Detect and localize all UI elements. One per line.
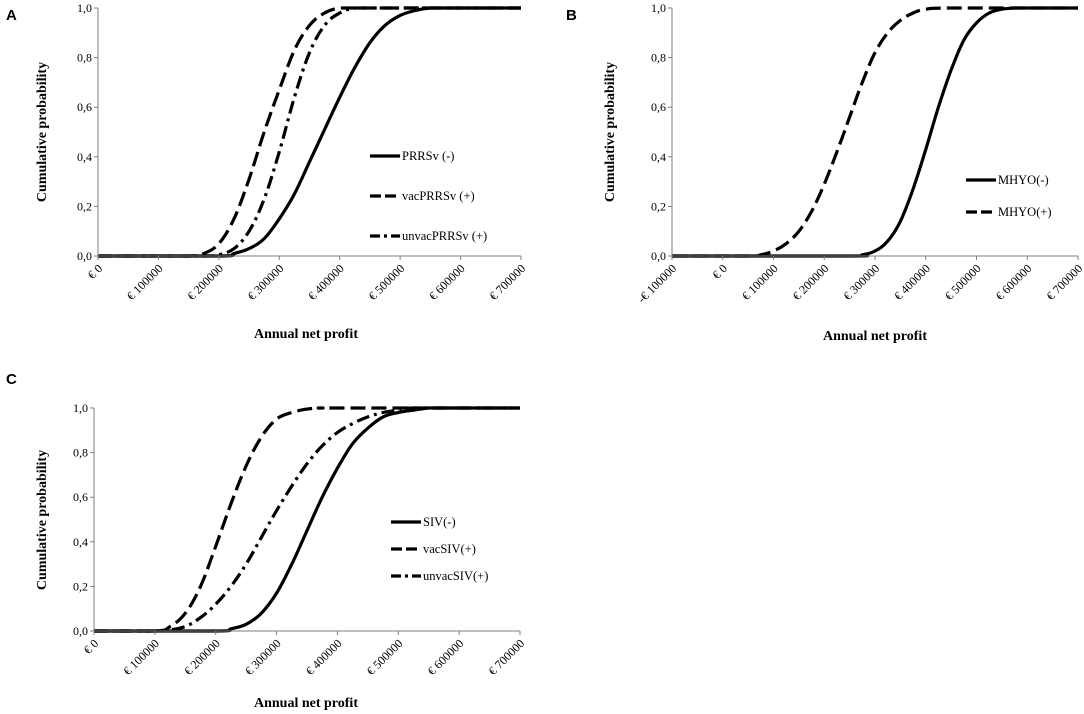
y-tick-label: 0,4 [77,150,92,164]
chart-panel-a: 0,0 0,2 0,4 0,6 0,8 1,0 € 0 € 100000 € 200000 € 3… [35,1,528,342]
x-tick-label: € 0 [81,636,102,657]
y-tick-label: 0,8 [77,51,92,65]
y-tick-label: 0,4 [73,535,88,549]
y-tick-label: 0,0 [651,249,666,263]
chart-panel-c: 0,0 0,2 0,4 0,6 0,8 1,0 € 0 € 100000 € 200000 € 3… [35,401,527,711]
legend-label-2: MHYO(+) [998,205,1052,219]
x-tick-label: € 300000 [245,261,287,303]
x-tick-label: € 400000 [891,261,933,303]
y-tick-label: 0,6 [651,100,666,114]
x-tick-label: -€ 100000 [635,261,680,306]
x-tick-label: € 700000 [485,636,527,678]
axes-layer: 0,00,20,40,60,81,0-€ 100000 € 0 € 100000 € … [635,1,1084,306]
series-line-2 [97,6,521,258]
y-tick-label: 0,2 [651,199,666,213]
x-tick-label: € 700000 [486,261,528,303]
legend-label-2: vacSIV(+) [423,542,476,556]
x-tick-label: € 400000 [305,261,347,303]
y-tick-label: 0,8 [73,446,88,460]
y-tick-label: 0,6 [73,490,88,504]
y-axis-title: Cumulative probability [35,450,50,590]
legend: PRRSv (-) vacPRRSv (+) unvacPRRSv (+) [370,149,487,243]
y-axis-title: Cumulative probability [35,62,50,202]
x-tick-label: € 600000 [426,261,468,303]
x-tick-label: € 500000 [366,261,408,303]
series-line-1 [97,6,521,258]
legend-label-3: unvacSIV(+) [423,569,488,583]
x-tick-label: € 0 [85,261,106,282]
x-axis-title: Annual net profit [254,696,358,711]
y-tick-label: 1,0 [651,1,666,15]
axes-layer: 0,0 0,2 0,4 0,6 0,8 1,0 € 0 € 100000 € 200000 € 3… [73,401,527,678]
legend: MHYO(-) MHYO(+) [966,173,1052,219]
legend-label-3: unvacPRRSv (+) [402,229,487,243]
panel-letter-a: A [6,7,17,24]
y-tick-label: 0,4 [651,150,666,164]
series-line-2 [93,406,520,633]
series-layer [671,6,1078,258]
x-tick-label: € 600000 [425,636,467,678]
x-axis-title: Annual net profit [823,329,927,344]
x-tick-label: € 500000 [942,261,984,303]
y-tick-label: 1,0 [73,401,88,415]
chart-panel-b: 0,00,20,40,60,81,0-€ 100000 € 0 € 100000 € … [603,1,1084,344]
x-tick-label: € 0 [709,261,730,282]
y-tick-label: 0,0 [73,624,88,638]
x-tick-label: € 100000 [124,261,166,303]
x-tick-label: € 400000 [303,636,345,678]
legend-label-1: MHYO(-) [998,173,1049,187]
x-tick-label: € 300000 [840,261,882,303]
x-tick-label: € 300000 [242,636,284,678]
y-axis-title: Cumulative probability [603,62,618,202]
x-tick-label: € 200000 [181,636,223,678]
y-tick-label: 0,8 [651,51,666,65]
x-tick-label: € 100000 [120,636,162,678]
series-line-3 [93,406,520,633]
y-tick-label: 0,2 [77,199,92,213]
series-line-3 [97,6,521,258]
x-tick-label: € 100000 [739,261,781,303]
y-tick-label: 0,0 [77,249,92,263]
series-line-2 [671,6,1078,258]
legend-label-2: vacPRRSv (+) [402,189,475,203]
y-tick-label: 0,6 [77,100,92,114]
axes-layer: 0,0 0,2 0,4 0,6 0,8 1,0 € 0 € 100000 € 200000 € 3… [77,1,528,303]
legend: SIV(-) vacSIV(+) unvacSIV(+) [391,515,488,583]
series-layer [97,6,521,258]
series-layer [93,406,520,633]
y-tick-label: 1,0 [77,1,92,15]
series-line-1 [671,6,1078,258]
x-axis-title: Annual net profit [254,327,358,342]
panel-letter-c: C [6,371,17,388]
y-tick-label: 0,2 [73,579,88,593]
x-tick-label: € 500000 [364,636,406,678]
legend-label-1: SIV(-) [423,515,456,529]
x-tick-label: € 200000 [790,261,832,303]
x-tick-label: € 700000 [1043,261,1084,303]
x-tick-label: € 600000 [993,261,1035,303]
series-line-1 [93,406,520,633]
panel-letter-b: B [566,7,577,24]
x-tick-label: € 200000 [184,261,226,303]
legend-label-1: PRRSv (-) [402,149,454,163]
